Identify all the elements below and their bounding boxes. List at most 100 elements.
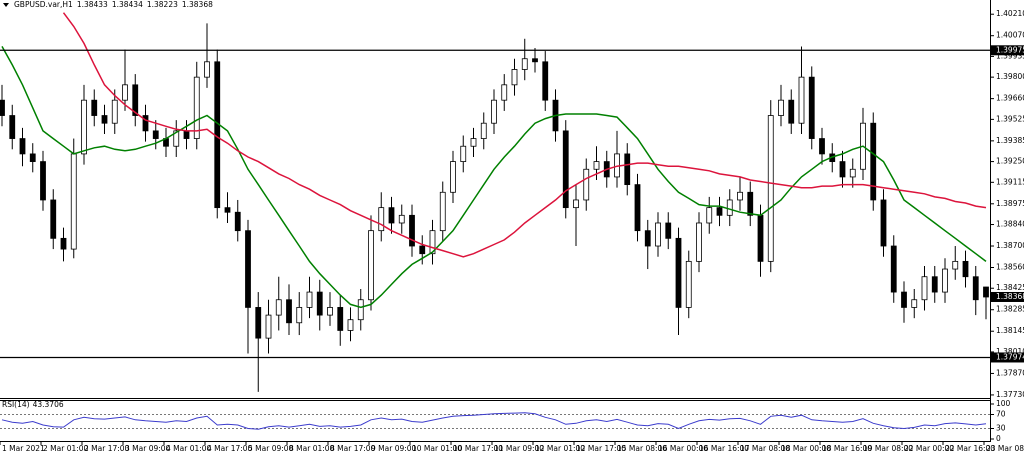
candle-body — [183, 130, 190, 139]
candle-body — [152, 130, 159, 139]
candle-body — [398, 214, 405, 224]
menu-arrow[interactable] — [3, 3, 9, 7]
rsi-tick-label: 70 — [996, 410, 1006, 419]
candle-body — [798, 76, 805, 124]
x-tick-label: 10 Mar 01:00 — [412, 444, 462, 453]
candle-body — [655, 222, 661, 247]
candle-body — [542, 61, 549, 101]
y-tick-label: 1.39800 — [996, 72, 1024, 81]
candle-body — [573, 199, 579, 209]
candle-body — [870, 122, 877, 201]
candle-body — [706, 207, 713, 224]
candle-body — [737, 191, 743, 201]
x-tick-label: 2 Mar 01:00 — [43, 444, 89, 453]
candle-body — [593, 161, 600, 170]
x-tick-label: 4 Mar 01:00 — [166, 444, 212, 453]
chart-header: GBPUSD.var,H1 1.38433 1.38434 1.38223 1.3836… — [14, 0, 213, 9]
x-tick-label: 12 Mar 01:00 — [535, 444, 585, 453]
x-tick-label: 1 Mar 2021 — [2, 444, 45, 453]
candle-body — [952, 260, 959, 270]
candle-body — [675, 237, 682, 308]
candle-body — [193, 76, 200, 139]
x-tick-label: 9 Mar 09:00 — [371, 444, 417, 453]
candle-body — [439, 191, 446, 232]
x-tick-label: 3 Mar 09:00 — [125, 444, 171, 453]
rsi-tick-label: 100 — [996, 399, 1011, 408]
candle-body — [296, 307, 303, 324]
ohlc-open: 1.38433 — [77, 0, 108, 9]
candle-body — [511, 69, 518, 86]
candle-body — [234, 211, 241, 232]
candle-body — [142, 115, 149, 132]
y-tick-label: 1.39115 — [996, 177, 1024, 186]
candle-body — [111, 99, 118, 124]
x-tick-label: 4 Mar 17:00 — [207, 444, 253, 453]
candle-body — [685, 260, 692, 308]
candle-body — [942, 268, 948, 293]
candle-body — [286, 299, 292, 324]
y-tick-label: 1.39525 — [996, 114, 1024, 123]
candle-body — [265, 314, 272, 339]
x-tick-label: 10 Mar 17:00 — [453, 444, 503, 453]
x-tick-label: 15 Mar 08:00 — [617, 444, 667, 453]
y-tick-label: 1.40070 — [996, 31, 1024, 40]
candle-body — [255, 307, 262, 339]
candle-body — [9, 115, 16, 139]
candle-body — [644, 230, 651, 247]
y-tick-label: 1.38700 — [996, 241, 1024, 250]
symbol: GBPUSD.var,H1 — [14, 0, 73, 9]
candle-body — [921, 276, 928, 301]
candle-body — [60, 237, 67, 250]
candle-body — [388, 207, 395, 224]
candle-body — [911, 299, 918, 308]
x-tick-label: 12 Mar 17:00 — [576, 444, 626, 453]
x-tick-label: 17 Mar 08:00 — [740, 444, 790, 453]
y-tick-label: 1.38425 — [996, 283, 1024, 292]
candle-body — [583, 168, 590, 201]
candle-body — [337, 307, 344, 331]
y-tick-label: 1.39385 — [996, 136, 1024, 145]
candle-body — [788, 99, 795, 124]
candle-body — [819, 138, 825, 155]
y-tick-label: 1.38840 — [996, 220, 1024, 229]
current-price-bg — [991, 291, 1024, 302]
candle-body — [839, 161, 846, 178]
price-label-bg — [991, 352, 1024, 363]
candle-body — [501, 84, 508, 101]
candle-body — [419, 245, 426, 255]
x-tick-label: 11 Mar 09:00 — [494, 444, 544, 453]
candle-body — [40, 161, 46, 201]
y-tick-label: 1.40210 — [996, 9, 1024, 18]
candle-body — [173, 130, 180, 147]
x-tick-label: 2 Mar 17:00 — [84, 444, 130, 453]
candle-body — [808, 76, 815, 139]
ohlc-low: 1.38223 — [147, 0, 178, 9]
price-label-bg — [991, 45, 1024, 56]
rsi-tick-label: 0 — [996, 434, 1001, 443]
header: GBPUSD.var,H1 1.38433 1.38434 1.38223 1.3836… — [14, 0, 213, 9]
candle-body — [532, 58, 538, 63]
candle-body — [275, 299, 282, 316]
candle-body — [962, 260, 969, 278]
candle-body — [624, 153, 631, 186]
x-tick-label: 22 Mar 16:00 — [945, 444, 995, 453]
x-tick-label: 5 Mar 09:00 — [248, 444, 294, 453]
x-tick-label: 8 Mar 01:00 — [289, 444, 335, 453]
x-tick-label: 23 Mar 08:00 — [986, 444, 1024, 453]
y-tick-label: 1.38975 — [996, 199, 1024, 208]
candle-body — [665, 222, 672, 239]
rsi-value: 43.3706 — [33, 400, 64, 409]
candle-body — [368, 230, 374, 301]
y-tick-label: 1.39660 — [996, 94, 1024, 103]
y-tick-label: 1.37870 — [996, 368, 1024, 377]
moving-average — [62, 12, 987, 258]
candle-body — [306, 291, 313, 308]
ohlc-high: 1.38434 — [112, 0, 143, 9]
candle-body — [757, 214, 764, 262]
x-tick-label: 18 Mar 16:00 — [822, 444, 872, 453]
candle-body — [521, 58, 528, 70]
candle-body — [347, 319, 354, 331]
candle-body — [480, 122, 487, 139]
candle-body — [224, 207, 231, 213]
